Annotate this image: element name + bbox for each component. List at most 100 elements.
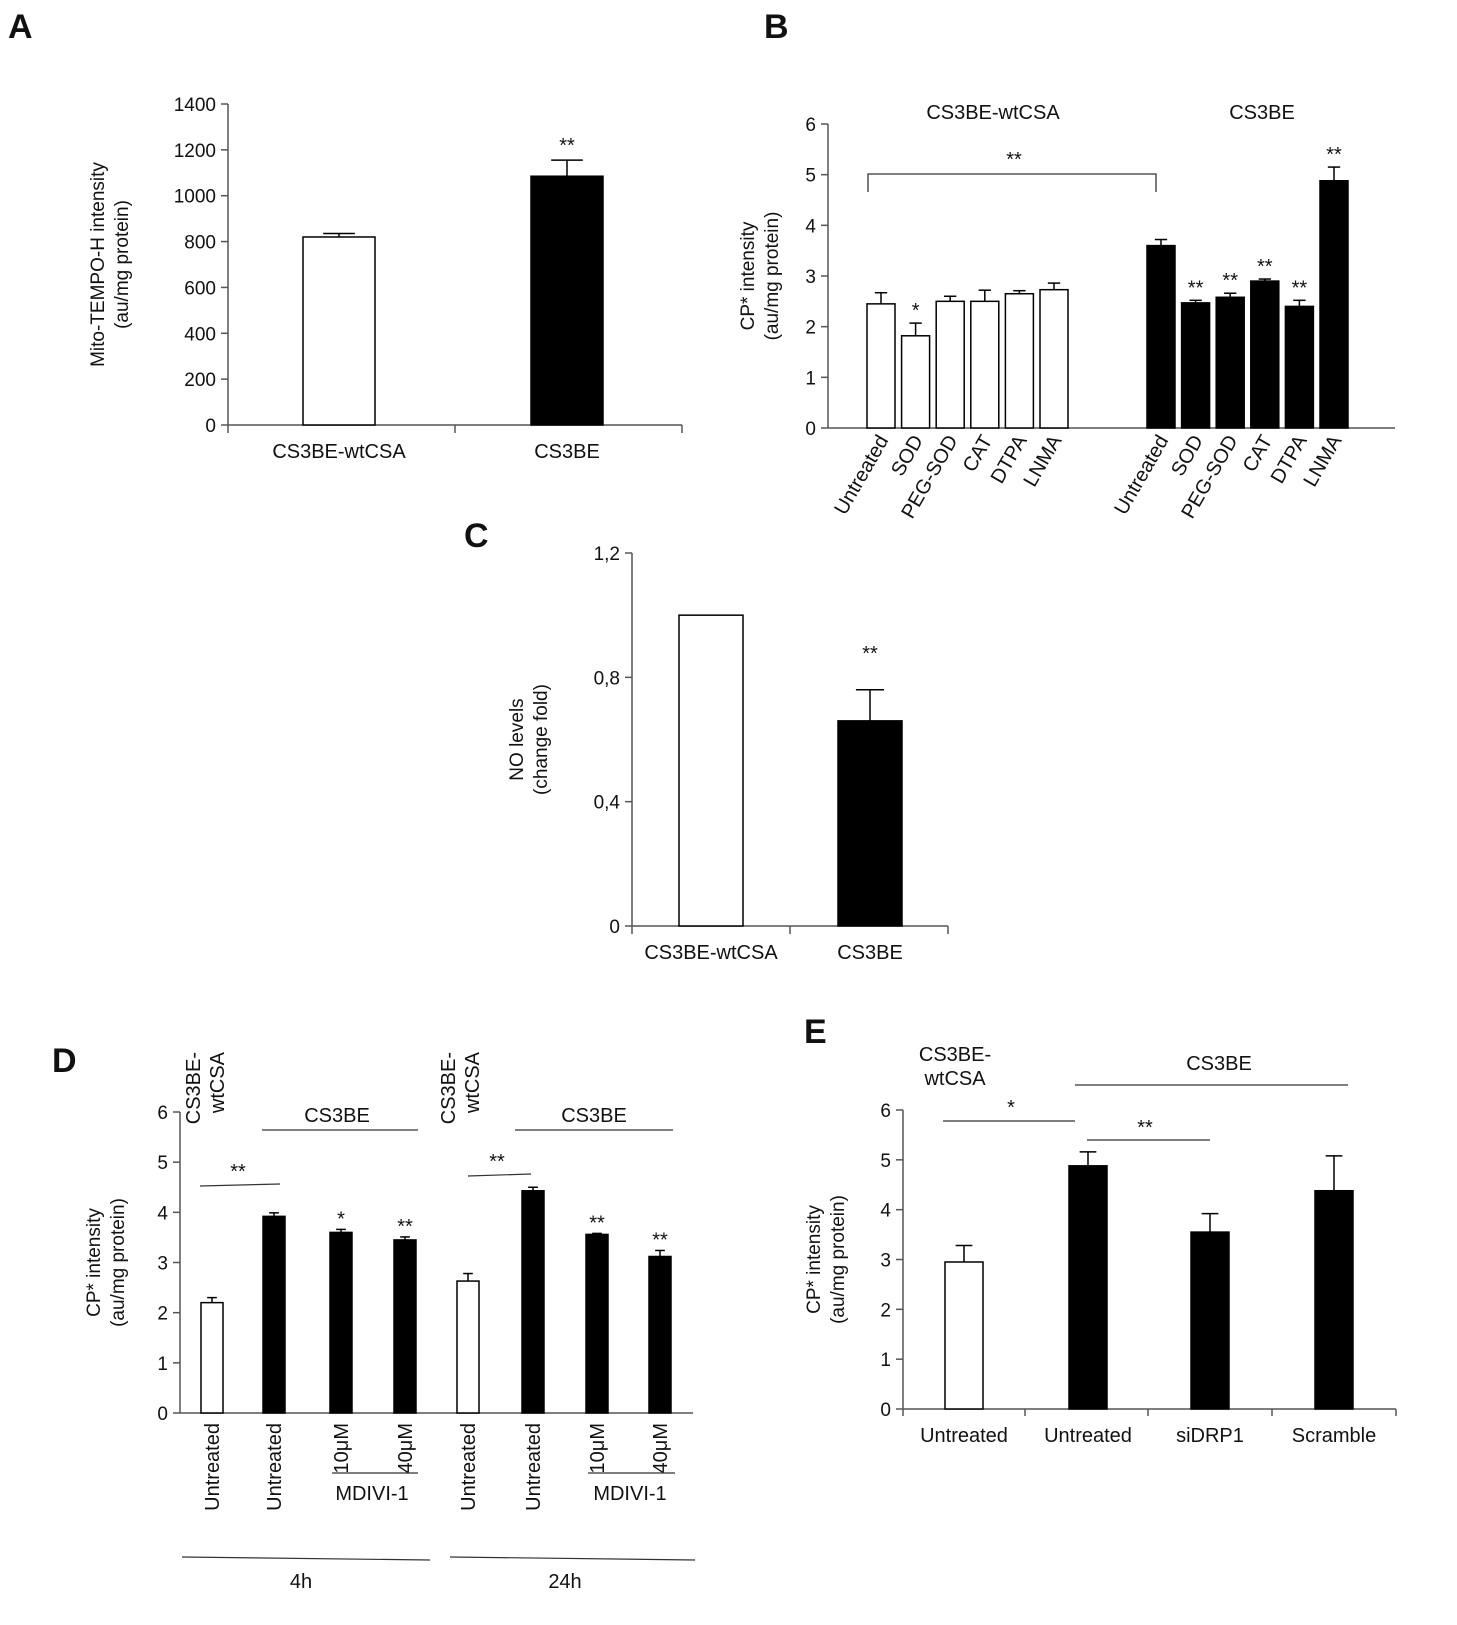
y-tick-label: 1000 <box>174 187 216 208</box>
bar <box>302 236 376 426</box>
significance-label: ** <box>230 1161 246 1183</box>
category-label: CS3BE-wtCSA <box>272 441 406 463</box>
y-tick-label: 0 <box>805 419 816 440</box>
category-label: siDRP1 <box>1176 1425 1244 1447</box>
bar <box>1314 1189 1354 1410</box>
category-label: Untreated <box>523 1423 545 1511</box>
category-label: Untreated <box>1044 1425 1132 1447</box>
bar <box>944 1261 984 1410</box>
y-tick-label: 4 <box>805 216 816 237</box>
panel-letter-a: A <box>8 8 33 46</box>
bar <box>837 720 903 927</box>
bar <box>521 1190 545 1414</box>
group-label-wtcsa: CS3BE- <box>438 1052 460 1124</box>
bar <box>1180 302 1211 429</box>
time-group-label: 24h <box>548 1571 581 1593</box>
y-axis-label-line2: (change fold) <box>531 684 552 795</box>
drug-label: MDIVI-1 <box>593 1483 666 1505</box>
bar <box>1039 288 1069 429</box>
panel-letter-d: D <box>52 1042 77 1080</box>
category-label: Untreated <box>458 1423 480 1511</box>
y-tick-label: 6 <box>157 1103 168 1124</box>
y-axis-label-line2: (au/mg protein) <box>112 200 133 329</box>
y-tick-label: 600 <box>184 278 216 299</box>
category-label: Scramble <box>1292 1425 1376 1447</box>
drug-label: MDIVI-1 <box>335 1483 408 1505</box>
bar <box>1004 292 1035 429</box>
significance-label: ** <box>559 135 575 157</box>
significance-label: ** <box>1257 256 1273 278</box>
category-label: 40μM <box>395 1423 417 1473</box>
bar <box>1190 1231 1230 1410</box>
y-tick-label: 400 <box>184 324 216 345</box>
group-label-wtcsa: wtCSA <box>923 1068 986 1090</box>
bar <box>1068 1165 1108 1410</box>
y-tick-label: 5 <box>880 1151 891 1172</box>
significance-label: ** <box>652 1229 668 1251</box>
y-tick-label: 1200 <box>174 141 216 162</box>
time-group-label: 4h <box>290 1571 312 1593</box>
panel-letter-c: C <box>464 517 489 555</box>
category-label: 40μM <box>650 1423 672 1473</box>
panel-b-chart: 0 1 2 3 4 5 6 CP* intensity (au/mg protein) Untre… <box>738 102 1395 522</box>
panel-d-chart: 0 1 2 3 4 5 6 CP* intensity (au/mg protein) Untre… <box>84 1051 696 1593</box>
bar <box>200 1301 224 1414</box>
y-tick-label: 0 <box>880 1400 891 1421</box>
y-tick-label: 1 <box>805 368 816 389</box>
group-label-cs3be: CS3BE <box>561 1105 627 1127</box>
category-label: CS3BE <box>837 942 903 964</box>
bar <box>866 303 896 429</box>
category-label: CS3BE-wtCSA <box>644 942 778 964</box>
group-label-cs3be: CS3BE <box>1186 1053 1252 1075</box>
y-tick-label: 3 <box>880 1251 891 1272</box>
bar <box>678 614 744 927</box>
bar <box>329 1231 353 1414</box>
significance-label: ** <box>1326 144 1342 166</box>
group-label-wtcsa: wtCSA <box>207 1051 229 1114</box>
y-tick-label: 2 <box>157 1304 168 1325</box>
y-axis-label-line1: NO levels <box>507 698 528 780</box>
significance-bracket <box>199 1183 281 1187</box>
y-axis-label-line1: CP* intensity <box>84 1208 105 1317</box>
bar <box>1215 296 1245 429</box>
significance-label: ** <box>1222 270 1238 292</box>
y-tick-label: 6 <box>805 115 816 136</box>
y-tick-label: 2 <box>880 1300 891 1321</box>
y-axis-label-line1: CP* intensity <box>804 1205 825 1314</box>
y-tick-label: 1 <box>880 1350 891 1371</box>
category-label: 10μM <box>587 1423 609 1473</box>
bar <box>935 300 965 429</box>
y-tick-label: 6 <box>880 1101 891 1122</box>
category-label: Untreated <box>202 1423 224 1511</box>
group-label-wtcsa: CS3BE- <box>919 1044 991 1066</box>
y-tick-label: 1 <box>157 1354 168 1375</box>
bar <box>585 1233 609 1414</box>
bar <box>1319 179 1349 429</box>
y-tick-label: 5 <box>805 166 816 187</box>
y-axis-label-line2: (au/mg protein) <box>108 1198 129 1327</box>
y-tick-label: 3 <box>157 1254 168 1275</box>
bar <box>262 1215 286 1414</box>
category-label: 10μM <box>331 1423 353 1473</box>
significance-label: ** <box>1188 277 1204 299</box>
bar <box>648 1255 672 1414</box>
y-axis-label-line2: (au/mg protein) <box>762 212 783 341</box>
bar <box>1146 244 1176 429</box>
y-tick-label: 800 <box>184 233 216 254</box>
panel-c-chart: 0 0,4 0,8 1,2 NO levels (change fold) CS3BE-wt… <box>507 544 949 964</box>
group-label-cs3be: CS3BE <box>304 1105 370 1127</box>
y-tick-label: 0 <box>609 917 620 938</box>
y-tick-label: 0,4 <box>594 793 621 814</box>
bar <box>970 300 1000 429</box>
group-label-wtcsa: wtCSA <box>462 1051 484 1114</box>
group-label: CS3BE <box>1229 102 1295 124</box>
bar <box>1284 305 1315 429</box>
y-axis-label-line2: (au/mg protein) <box>828 1195 849 1324</box>
category-label: Untreated <box>1110 432 1173 519</box>
y-tick-label: 0 <box>157 1404 168 1425</box>
y-tick-label: 4 <box>880 1201 891 1222</box>
group-label-wtcsa: CS3BE- <box>183 1052 205 1124</box>
significance-label: ** <box>589 1212 605 1234</box>
significance-label: ** <box>397 1216 413 1238</box>
time-group-line <box>181 1556 431 1561</box>
